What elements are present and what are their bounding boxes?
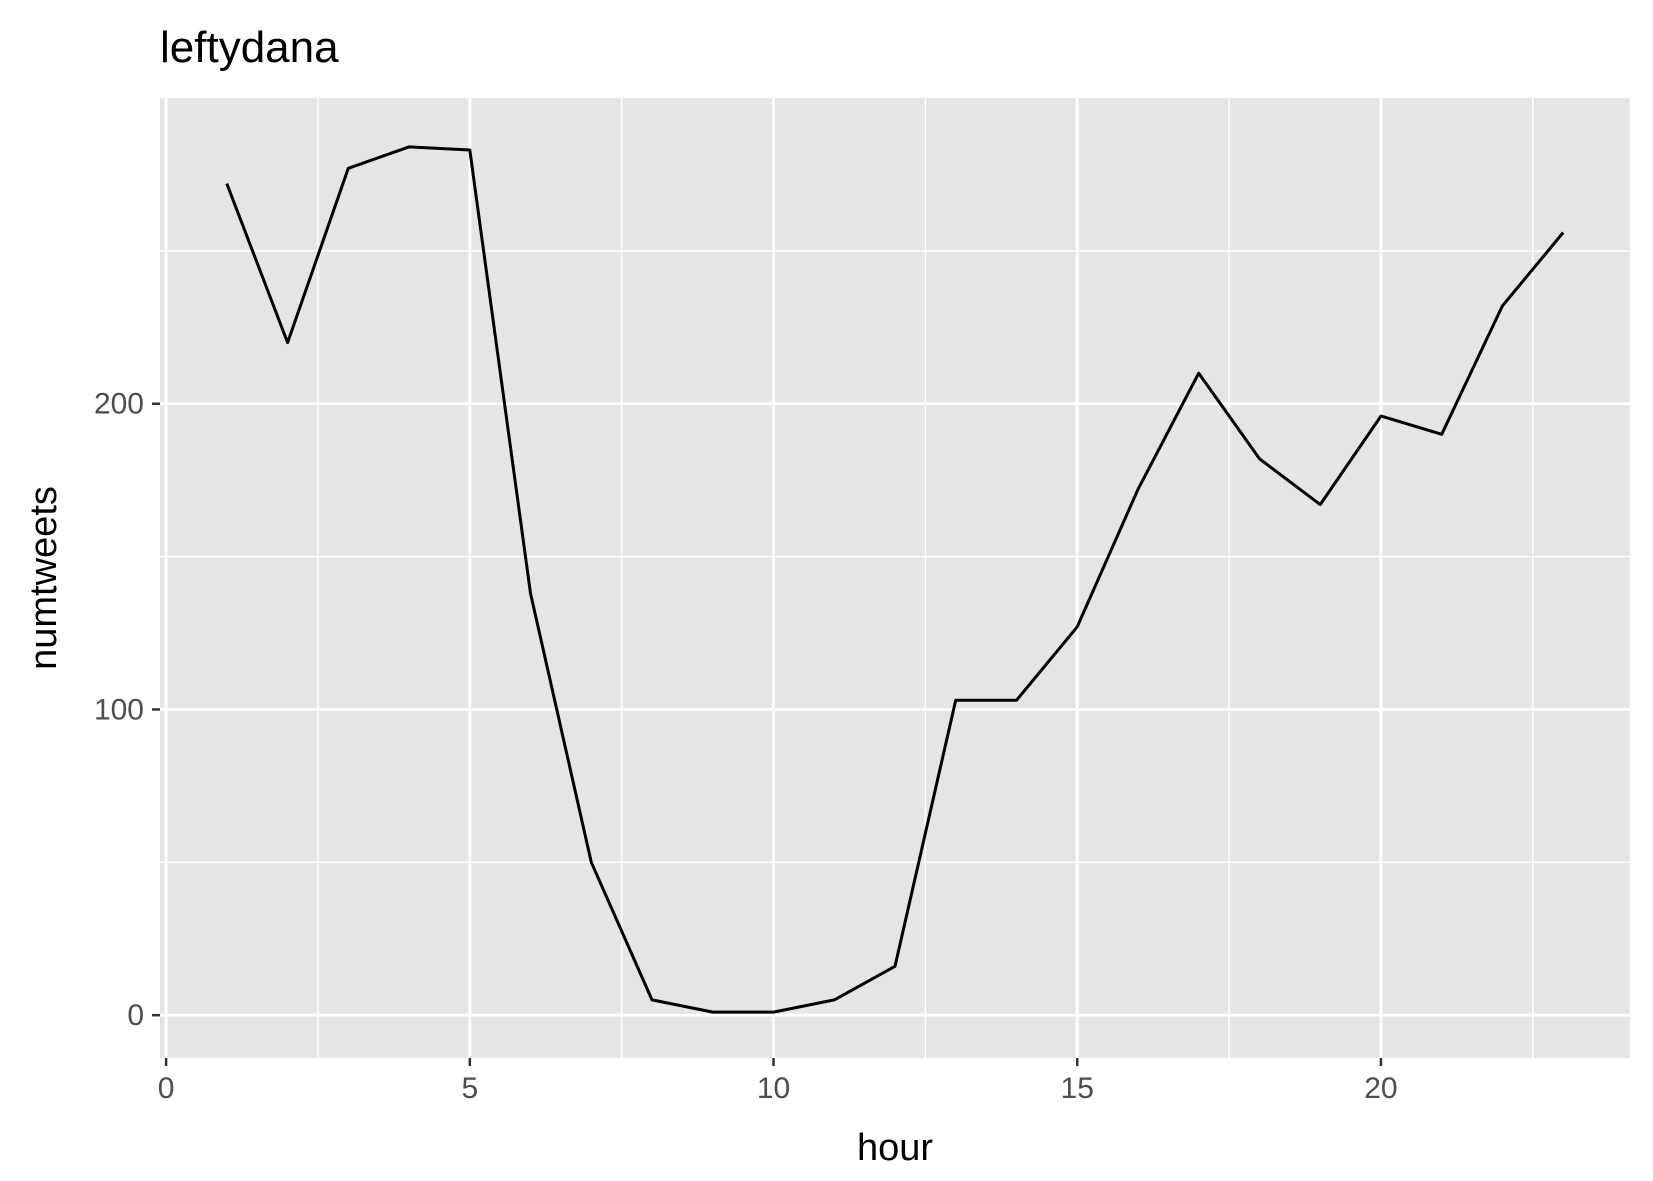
x-tick-label: 20	[1364, 1072, 1397, 1105]
x-tick-label: 15	[1061, 1072, 1094, 1105]
x-axis: 0 5 10 15 20	[158, 1058, 1398, 1105]
x-axis-title: hour	[857, 1127, 933, 1169]
x-tick-label: 10	[757, 1072, 790, 1105]
series-layer	[225, 145, 1565, 1014]
x-tick-label: 0	[158, 1072, 175, 1105]
y-tick-label: 0	[127, 999, 144, 1032]
minor-gridlines	[160, 98, 1630, 1058]
series-line	[225, 145, 1565, 1014]
x-tick-label: 5	[461, 1072, 478, 1105]
y-axis-title: numtweets	[23, 486, 65, 670]
y-tick-label: 100	[94, 693, 144, 726]
y-tick-label: 200	[94, 388, 144, 421]
plot-panel	[160, 98, 1630, 1058]
y-axis: 0 100 200	[94, 388, 160, 1032]
chart-title: leftydana	[160, 23, 339, 72]
major-gridlines	[160, 98, 1630, 1058]
